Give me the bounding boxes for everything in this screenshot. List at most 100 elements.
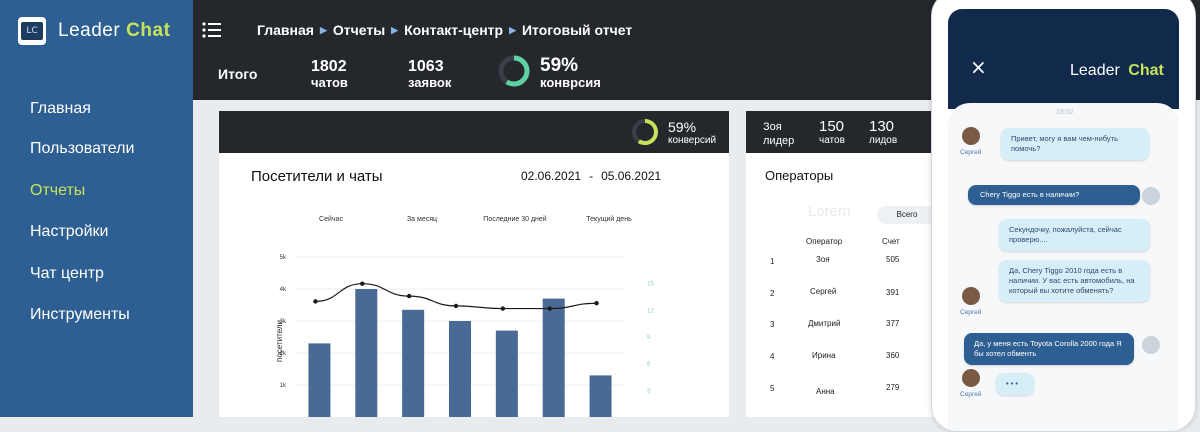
breadcrumb-item-summary: Итоговый отчет [521,22,633,38]
row-name: Анна [816,387,835,396]
chat-time: 18:02 [1056,109,1074,116]
leader-chats-value: 150 [819,118,845,135]
sidebar-item-tools[interactable]: Инструменты [30,306,130,323]
chats-label: чатов [311,75,348,90]
requests-value: 1063 [408,58,444,75]
breadcrumb-item-reports[interactable]: Отчеты [332,22,386,38]
panel-header: 59% конверсий [219,111,729,153]
chats-value: 1802 [311,58,347,75]
chart-point [594,301,599,306]
chart-point [547,306,552,311]
chart-bar [308,343,331,417]
row-score: 505 [886,255,900,264]
chart-y-tick-label: 4k [280,287,287,293]
operators-panel: Зоя лидер 150 чатов 130 лидов Операторы … [746,111,937,417]
chart-bar [449,321,471,417]
chart-y-tick-label: 3k [280,319,287,325]
row-rank: 4 [770,352,775,361]
panel-conversion-label: конверсий [668,135,717,146]
chart-y2-tick-label: 9 [647,335,651,341]
chart-point [406,293,412,299]
chart-point [313,299,318,304]
widget-brand-b: Chat [1128,62,1164,79]
panel-conversion-value: 59% [668,119,697,135]
sidebar: LC Leader Chat Главная Пользователи Отчет… [0,0,193,417]
row-rank: 2 [770,289,775,298]
close-icon[interactable]: × [970,55,987,79]
message-outgoing: Да, у меня есть Toyota Corolla 2000 года… [964,333,1134,365]
operator-name: Сергей [960,391,982,398]
row-name: Сергей [810,287,837,296]
sidebar-item-home[interactable]: Главная [30,100,91,117]
row-rank: 3 [770,320,775,329]
chart-bar [589,375,612,417]
logo-text: LC [21,22,43,40]
message-incoming: Привет, могу я вам чем-нибуть помочь? [1001,128,1149,160]
date-range[interactable]: 02.06.2021 - 05.06.2021 [521,169,661,183]
sidebar-item-reports[interactable]: Отчеты [30,182,86,199]
column-operator: Оператор [806,237,843,246]
watermark-text: Lorem [808,203,851,220]
typing-indicator: • • • [996,373,1034,395]
chart-y2-tick-label: 15 [647,282,654,288]
breadcrumb-arrow-icon: ▶ [509,24,516,35]
row-score: 360 [886,351,900,360]
operator-avatar [962,127,980,145]
conversion-ring [498,55,530,87]
breadcrumb-item-home[interactable]: Главная [257,22,314,38]
chart-y2-tick-label: 6 [647,362,651,368]
logo-icon: LC [18,17,46,45]
chart-bar [542,298,565,417]
operator-name: Сергей [960,149,982,156]
sidebar-item-settings[interactable]: Настройки [30,223,109,240]
user-avatar-icon [1142,187,1160,205]
leader-label: лидер [763,135,795,147]
requests-stat: 1063 заявок [408,58,451,90]
conversion-value: 59% [540,55,579,76]
filter-all-button[interactable]: Всего [877,206,937,224]
sidebar-item-chat-center[interactable]: Чат центр [30,265,104,282]
row-name: Дмитрий [808,319,841,328]
row-score: 279 [886,383,900,392]
date-to: 05.06.2021 [601,169,662,183]
chart-point [500,306,506,311]
brand-name: Leader Chat [58,20,170,42]
row-rank: 1 [770,257,775,266]
conversion-stat: 59% конврсия [540,56,601,90]
date-separator: - [589,169,594,183]
row-rank: 5 [770,384,775,393]
operators-title: Операторы [765,168,834,183]
breadcrumb-item-contact-center[interactable]: Контакт-центр [404,22,504,38]
brand-name-a: Leader [58,20,121,41]
operator-avatar [962,369,980,387]
requests-label: заявок [408,75,452,90]
chart-y-axis-label: посетители [275,320,284,362]
chart-y2-tick-label: 3 [647,388,651,394]
leader-name: Зоя [763,121,782,133]
panel-title: Посетители и чаты [251,168,383,185]
chats-stat: 1802 чатов [311,58,348,90]
chart-y-tick-label: 5k [280,255,287,261]
column-score: Счет [882,237,900,246]
chart-column-header: Текущий день [586,215,632,223]
conversion-label: конврсия [540,75,601,90]
chart-y2-tick-label: 12 [647,308,654,314]
chart-bar [402,309,425,417]
row-score: 377 [886,319,900,328]
breadcrumb-arrow-icon: ▶ [391,24,399,35]
leader-chats-label: чатов [819,135,845,146]
operator-name: Сергей [960,309,982,316]
date-from: 02.06.2021 [521,169,582,183]
menu-icon[interactable] [201,20,223,40]
chat-body: 18:02 Сергей Привет, могу я вам чем-нибу… [948,103,1179,431]
visitors-chats-panel: 59% конверсий Посетители и чаты 02.06.20… [219,111,729,417]
row-score: 391 [886,288,900,297]
brand[interactable]: LC Leader Chat [18,14,198,48]
widget-brand: Leader Chat [1070,62,1164,80]
chat-widget-header: × Leader Chat [948,9,1179,109]
visitors-chart: Сейчас За месяц Последние 30 дней Текущий д… [275,215,654,417]
panel-header: Зоя лидер 150 чатов 130 лидов [746,111,936,153]
sidebar-item-users[interactable]: Пользователи [30,140,135,157]
leader-leads-label: лидов [869,135,898,146]
chart-column-header: За месяц [407,216,437,223]
